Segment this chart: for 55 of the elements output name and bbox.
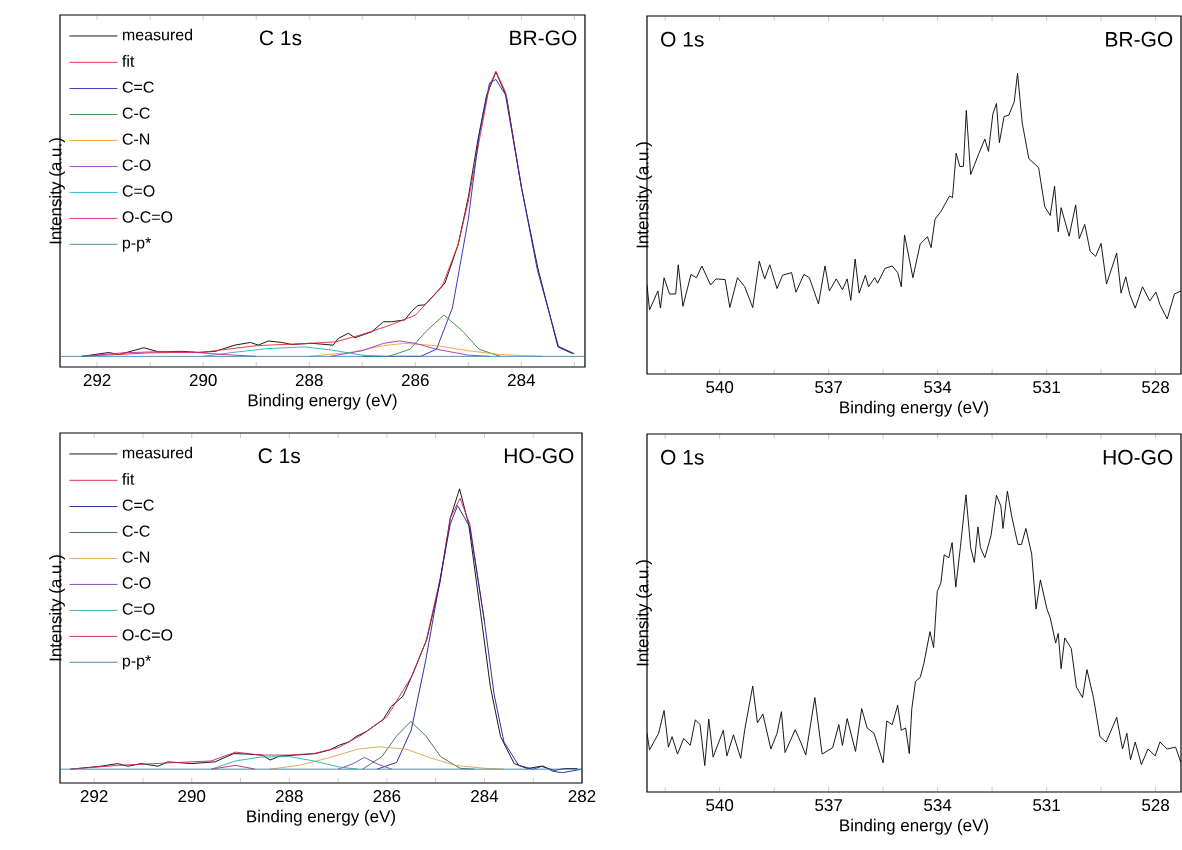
y-axis-title: Intensity (a.u.) [636,560,652,666]
legend-label: measured [122,446,193,459]
x-tick-label: 288 [275,790,303,803]
x-tick-label: 286 [401,374,429,387]
y-axis-title: Intensity (a.u.) [636,142,652,248]
x-axis-title: Binding energy (eV) [248,393,397,410]
x-axis-title: Binding energy (eV) [840,400,989,417]
x-axis-title: Binding energy (eV) [840,818,989,835]
text: HO-GO [504,448,574,464]
legend-label: C=O [122,185,155,197]
x-tick-label: 531 [1033,381,1060,394]
legend-label: C-C [122,525,150,537]
text: HO-GO [1103,449,1173,465]
legend-label: C=O [122,603,155,615]
legend-label: measured [123,28,193,41]
y-axis-title: Intensity (a.u.) [49,138,65,244]
legend-label: C=C [122,81,154,93]
legend-label: C-O [122,159,151,171]
legend-label: C-N [122,133,150,145]
legend-label: C-C [122,107,150,119]
legend-label: p-p* [122,655,152,670]
text: BR-GO [510,30,577,46]
x-tick-label: 290 [189,374,217,387]
x-axis-title: Binding energy (eV) [247,809,396,826]
x-tick-label: 528 [1142,799,1170,812]
legend-label: C-N [122,551,150,563]
legend-label: fit [122,473,135,485]
x-tick-label: 290 [178,790,206,803]
x-tick-label: 537 [815,799,842,812]
x-tick-label: 284 [508,374,536,387]
legend-label: p-p* [122,237,152,252]
legend-label: O-C=O [122,629,173,641]
x-tick-label: 528 [1142,381,1170,394]
text: BR-GO [1106,31,1173,47]
legend-label: O-C=O [122,211,173,223]
legend-label: C=C [122,499,154,511]
x-tick-label: 286 [373,790,401,803]
legend-label: fit [122,55,135,67]
x-tick-label: 284 [471,790,499,803]
text: O 1s [661,449,704,465]
text: C 1s [258,448,301,464]
x-tick-label: 540 [706,799,734,812]
text: O 1s [661,31,704,47]
x-tick-label: 534 [924,799,952,812]
x-tick-label: 531 [1033,799,1060,812]
x-tick-label: 292 [83,374,111,387]
x-tick-label: 534 [924,381,952,394]
y-axis-title: Intensity (a.u.) [49,555,65,661]
x-tick-label: 292 [80,790,108,803]
text: C 1s [259,30,302,46]
x-tick-label: 537 [815,381,842,394]
legend-label: C-O [122,577,151,589]
x-tick-label: 540 [706,381,734,394]
x-tick-label: 282 [568,790,596,803]
x-tick-label: 288 [295,374,323,387]
